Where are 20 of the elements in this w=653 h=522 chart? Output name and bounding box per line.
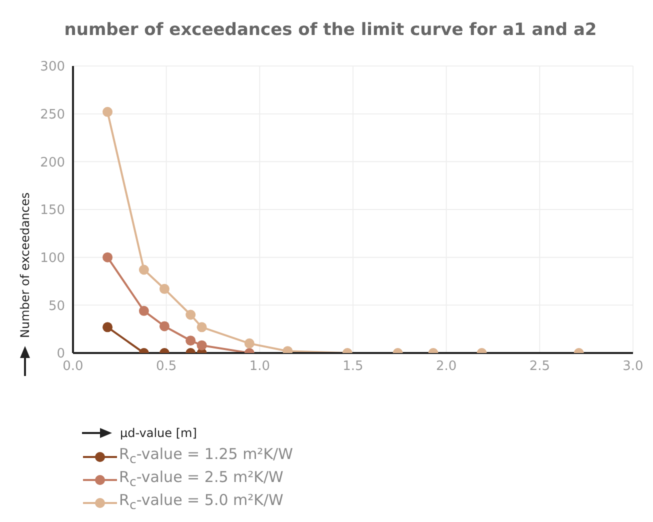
y-tick-label: 250	[40, 107, 65, 122]
x-tick-label: 3.0	[622, 359, 644, 374]
legend-label: R$_{c}$-value = 2.5 m²K/W	[119, 468, 284, 491]
y-tick-label: 0	[56, 346, 65, 362]
x-tick-label: 0.0	[62, 359, 84, 374]
y-tick-label: 300	[40, 60, 65, 75]
x-tick-label: 2.0	[436, 359, 457, 374]
x-axis-title: μd-value [m]	[120, 426, 197, 440]
x-tick-label: 1.5	[342, 359, 364, 374]
x-tick-label: 0.5	[156, 359, 177, 374]
y-tick-label: 200	[40, 155, 65, 170]
y-tick-label: 150	[40, 203, 65, 218]
chart-title: number of exceedances of the limit curve for a1 and a2	[63, 20, 598, 40]
x-tick-label: 2.5	[529, 359, 550, 374]
y-tick-label: 100	[40, 250, 65, 266]
y-axis-title: Number of exceedances	[18, 192, 32, 338]
y-tick-label: 50	[48, 298, 65, 314]
legend-label: R$_{c}$-value = 1.25 m²K/W	[119, 445, 293, 468]
x-tick-label: 1.0	[249, 359, 270, 374]
legend-label: R$_{c}$-value = 5.0 m²K/W	[119, 491, 284, 514]
